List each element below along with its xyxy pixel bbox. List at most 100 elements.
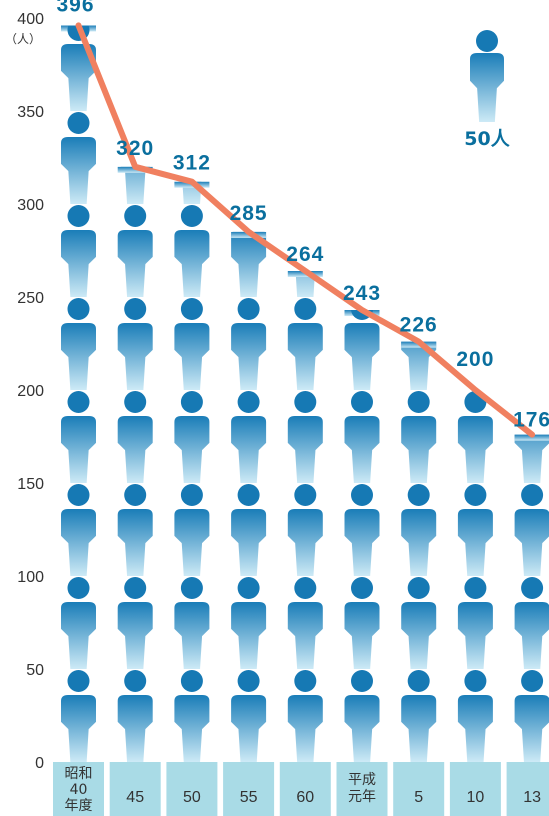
person-head xyxy=(294,484,317,506)
data-label: 200 xyxy=(456,348,494,371)
person-head xyxy=(180,391,203,413)
bar xyxy=(61,25,96,762)
person-figure xyxy=(61,230,96,297)
person-head xyxy=(124,391,147,413)
person-figure xyxy=(401,695,437,762)
person-figure xyxy=(231,695,267,762)
person-figure xyxy=(287,509,323,576)
y-tick-label: 100 xyxy=(17,569,44,586)
category-label: 45 xyxy=(126,789,144,806)
person-head xyxy=(237,484,260,506)
data-label: 176 xyxy=(513,409,549,432)
person-figure xyxy=(287,695,323,762)
person-head xyxy=(124,205,147,227)
data-label: 312 xyxy=(173,152,211,175)
person-head xyxy=(237,577,260,599)
legend: 50人 xyxy=(464,30,511,150)
person-figure xyxy=(174,230,210,297)
data-label: 320 xyxy=(116,137,154,160)
data-label: 226 xyxy=(400,314,438,337)
person-head xyxy=(464,577,487,599)
bar xyxy=(401,341,437,762)
category-box xyxy=(279,762,331,816)
person-figure xyxy=(61,509,96,576)
trend-line xyxy=(75,22,536,438)
person-figure xyxy=(514,509,549,576)
legend-figure xyxy=(470,53,504,122)
person-head xyxy=(521,484,544,506)
person-head xyxy=(180,670,203,692)
person-figure xyxy=(231,602,267,669)
y-tick-label: 350 xyxy=(17,104,44,121)
y-tick-label: 300 xyxy=(17,197,44,214)
person-head xyxy=(67,484,90,506)
person-figure xyxy=(174,416,210,483)
person-head xyxy=(351,391,373,413)
person-head xyxy=(464,484,487,506)
person-head xyxy=(67,577,90,599)
y-tick-label: 250 xyxy=(17,290,44,307)
category-box xyxy=(53,762,104,816)
person-head xyxy=(351,577,373,599)
person-figure xyxy=(514,695,549,762)
partial-figure xyxy=(514,434,549,483)
person-figure xyxy=(344,695,380,762)
person-head xyxy=(294,298,317,320)
data-label: 396 xyxy=(56,0,94,16)
person-head xyxy=(180,205,203,227)
category-label: 13 xyxy=(523,789,541,806)
person-figure xyxy=(457,509,493,576)
bar xyxy=(117,166,153,762)
y-tick-label: 150 xyxy=(17,476,44,493)
bar xyxy=(174,181,210,762)
person-figure xyxy=(231,323,267,390)
person-head xyxy=(294,670,317,692)
data-label: 285 xyxy=(230,202,268,225)
person-figure xyxy=(344,509,380,576)
person-head xyxy=(67,298,90,320)
person-head xyxy=(180,577,203,599)
person-figure xyxy=(344,602,380,669)
person-head xyxy=(180,484,203,506)
person-figure xyxy=(61,137,96,204)
y-axis-unit: （人） xyxy=(5,32,41,46)
y-axis: 0 50 100 150 200 250 300 350 400 （人） xyxy=(5,11,44,772)
category-box xyxy=(109,762,161,816)
category-box xyxy=(223,762,275,816)
person-head xyxy=(521,577,544,599)
data-label: 264 xyxy=(286,243,324,266)
person-head xyxy=(464,670,487,692)
person-head xyxy=(351,484,373,506)
category-label: 10 xyxy=(467,789,485,806)
legend-label: 50人 xyxy=(464,128,510,150)
person-head xyxy=(124,298,147,320)
person-figure xyxy=(401,509,437,576)
person-figure xyxy=(174,695,210,762)
person-figure xyxy=(287,602,323,669)
person-figure xyxy=(61,323,96,390)
data-label: 243 xyxy=(343,282,381,305)
category-label: 昭和 xyxy=(65,766,93,782)
person-head xyxy=(351,670,373,692)
person-head xyxy=(124,484,147,506)
y-tick-label: 0 xyxy=(35,755,44,772)
y-tick-label: 200 xyxy=(17,383,44,400)
person-figure xyxy=(117,695,153,762)
person-figure xyxy=(514,602,549,669)
category-label: 年度 xyxy=(65,798,93,814)
category-label: 50 xyxy=(183,789,201,806)
person-figure xyxy=(231,509,267,576)
category-label: 5 xyxy=(414,789,423,806)
person-head xyxy=(180,298,203,320)
category-label: 40 xyxy=(70,782,88,798)
person-head xyxy=(407,670,430,692)
category-label: 元年 xyxy=(348,789,376,805)
person-figure xyxy=(287,416,323,483)
category-box xyxy=(336,762,388,816)
person-head xyxy=(67,112,90,134)
person-head xyxy=(237,670,260,692)
category-label: 55 xyxy=(240,789,258,806)
person-figure xyxy=(61,695,96,762)
y-tick-label: 50 xyxy=(26,662,44,679)
